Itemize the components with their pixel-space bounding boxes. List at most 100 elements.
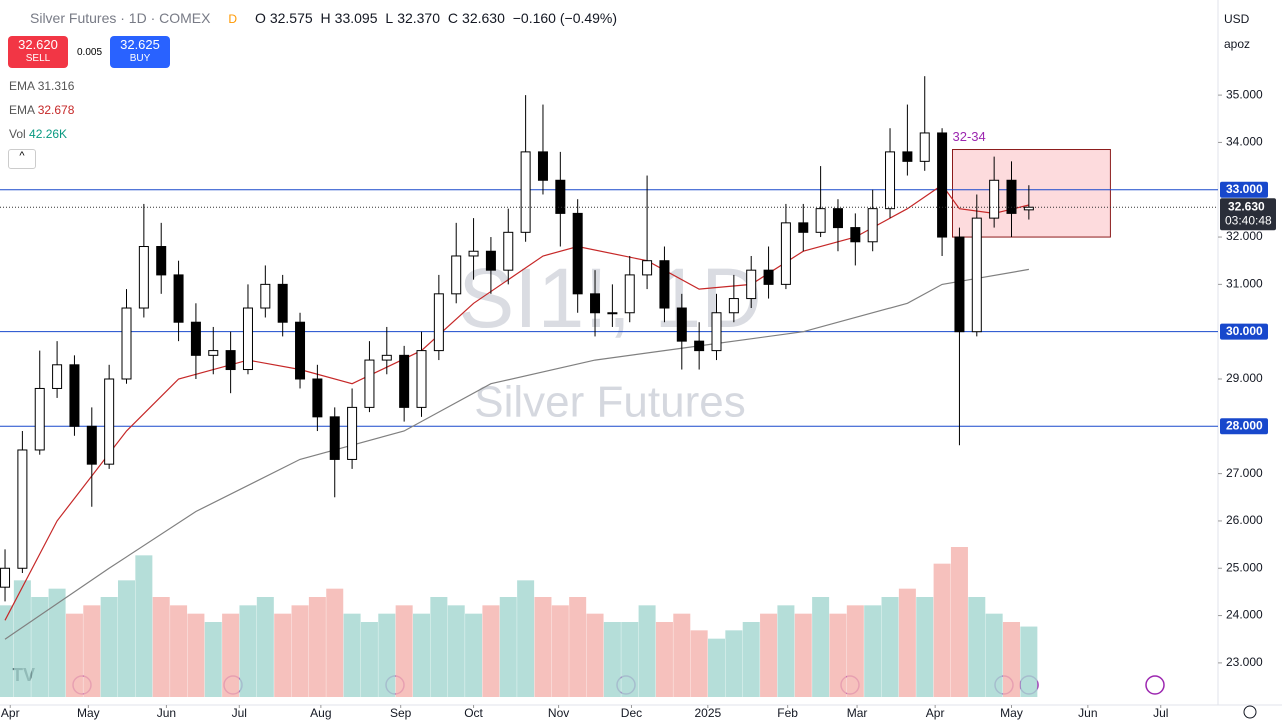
volume-bar: [708, 638, 726, 697]
sell-label[interactable]: SELL: [25, 53, 51, 64]
level-label-box: [1220, 418, 1268, 435]
collapse-button[interactable]: ^: [8, 149, 36, 169]
indicator-name: EMA: [9, 79, 35, 93]
x-tick-label: Jul: [232, 706, 247, 720]
x-tick-label: Mar: [847, 706, 868, 720]
ohlc-value: 32.370: [397, 10, 441, 26]
indicator: EMA 31.316: [9, 79, 74, 93]
volume-bar: [326, 588, 344, 697]
candle-body: [69, 364, 80, 427]
x-tick-label: May: [1000, 706, 1023, 720]
volume-bar: [152, 597, 170, 697]
y-tick-label: 34.000: [1226, 135, 1263, 149]
ohlc-value: 32.575: [269, 10, 313, 26]
volume-bar: [655, 622, 673, 697]
candle-body: [242, 307, 253, 371]
candle-body: [399, 354, 410, 408]
volume-bar: [204, 622, 222, 697]
candle-body: [277, 283, 288, 323]
volume-bar: [725, 630, 743, 697]
candle-body: [989, 179, 1000, 219]
indicator: Vol 42.26K: [9, 127, 67, 141]
x-tick-label: Jul: [1153, 706, 1168, 720]
y-tick-label: 24.000: [1226, 608, 1263, 622]
candle-body: [433, 293, 444, 352]
candle-body: [902, 151, 913, 162]
indicator-name: EMA: [9, 103, 35, 117]
ohlc-key: L: [385, 10, 394, 26]
candle-body: [312, 378, 323, 418]
y-tick-label: 32.000: [1226, 229, 1263, 243]
change: −0.160 (−0.49%): [512, 10, 618, 26]
candle-body: [694, 340, 705, 352]
volume-bar: [499, 597, 517, 697]
level-label-box: [1220, 323, 1268, 340]
x-tick-label: Dec: [621, 706, 642, 720]
sell-button[interactable]: 32.620 SELL: [8, 36, 68, 68]
candle-body: [156, 246, 167, 276]
volume-bar: [100, 597, 118, 697]
volume-bar: [1020, 626, 1038, 697]
level-label-box: [1220, 181, 1268, 198]
currency[interactable]: USD: [1224, 12, 1250, 26]
sell-price[interactable]: 32.620: [18, 37, 58, 52]
candle-body: [850, 227, 861, 243]
last-price-box: [1220, 198, 1276, 231]
volume-bar: [881, 597, 899, 697]
candle-body: [295, 321, 306, 380]
volume-bar: [291, 605, 309, 697]
volume-bar: [430, 597, 448, 697]
y-tick-label: 35.000: [1226, 87, 1263, 101]
volume-bar: [916, 597, 934, 697]
candle-body: [364, 359, 375, 408]
level-label: 30.000: [1226, 324, 1263, 338]
buy-button[interactable]: 32.625 BUY: [110, 36, 170, 68]
candle-body: [832, 208, 843, 229]
candle-body: [954, 236, 965, 333]
badge: D: [228, 12, 238, 26]
volume-bar: [239, 605, 257, 697]
x-tick-label: Aug: [310, 706, 331, 720]
x-tick-label: Oct: [464, 706, 483, 720]
volume-bar: [274, 613, 292, 697]
candle-body: [659, 260, 670, 309]
volume-bar: [256, 597, 274, 697]
candle-body: [815, 208, 826, 233]
countdown: 03:40:48: [1225, 213, 1272, 227]
volume-bar: [118, 580, 136, 697]
volume-bar: [569, 597, 587, 697]
volume-bar: [48, 588, 66, 697]
candle-body: [676, 307, 687, 342]
indicator-name: Vol: [9, 127, 26, 141]
candle-body: [416, 350, 427, 408]
volume-bar: [0, 605, 14, 697]
x-tick-label: 2025: [694, 706, 721, 720]
buy-label[interactable]: BUY: [129, 53, 151, 64]
settings-icon[interactable]: [1243, 705, 1257, 719]
volume-bar: [812, 597, 830, 697]
candle-body: [520, 151, 531, 233]
volume-bar: [551, 605, 569, 697]
volume-bar: [950, 547, 968, 697]
candle-body: [746, 269, 757, 300]
candle-body: [555, 179, 566, 214]
volume-bar: [621, 622, 639, 697]
candle-body: [867, 208, 878, 243]
buy-price[interactable]: 32.625: [120, 37, 160, 52]
candle-body: [780, 222, 791, 285]
volume-bar: [343, 613, 361, 697]
volume-bar: [586, 613, 604, 697]
level-label: 33.000: [1226, 182, 1263, 196]
candle-body: [173, 274, 184, 323]
candle-body: [971, 217, 982, 333]
x-tick-label: Feb: [777, 706, 798, 720]
volume-bar: [673, 613, 691, 697]
scale-mode[interactable]: apoz: [1224, 37, 1251, 51]
volume-bar: [413, 613, 431, 697]
volume-bar: [378, 613, 396, 697]
candle-body: [208, 350, 219, 356]
indicator-value: 32.678: [37, 103, 75, 117]
